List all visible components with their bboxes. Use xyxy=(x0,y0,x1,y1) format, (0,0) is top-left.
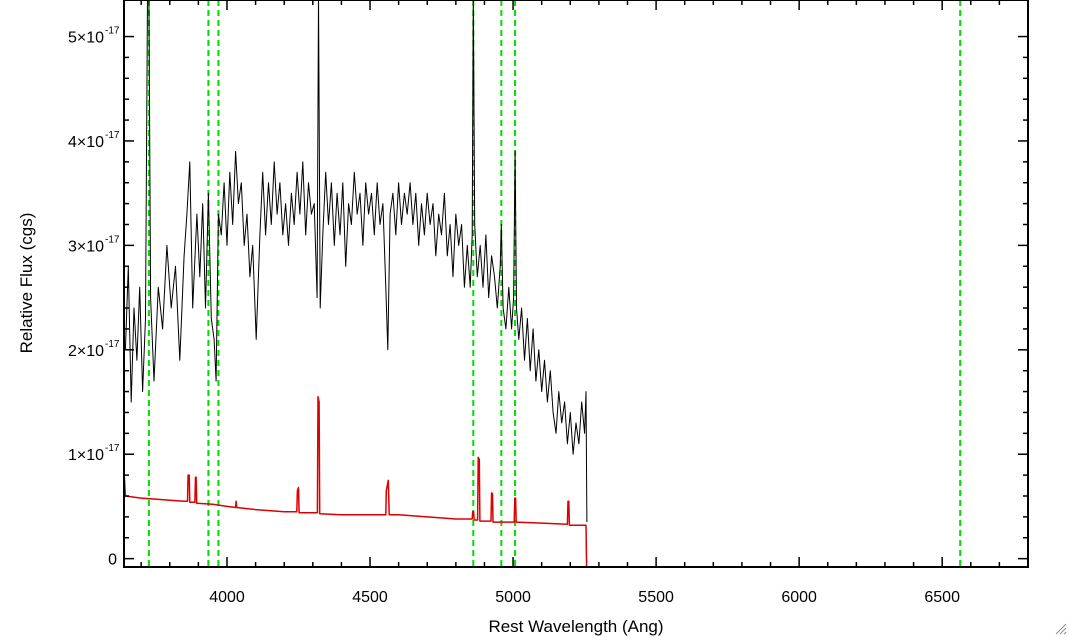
y-tick-mantissa: 4×10 xyxy=(68,134,104,151)
y-tick-label: 1×10 -17 xyxy=(68,443,120,464)
spectrum-series xyxy=(124,0,1028,567)
y-tick-mantissa: 5×10 xyxy=(68,30,104,47)
resize-grip-icon[interactable] xyxy=(1055,623,1067,635)
axis-ticks xyxy=(124,0,1029,567)
y-tick-mantissa: 0 xyxy=(108,552,117,569)
y-tick-exponent: -17 xyxy=(105,130,120,141)
y-tick-label: 5×10 -17 xyxy=(68,26,120,47)
plot-frame xyxy=(123,0,1029,568)
x-tick-label: 5500 xyxy=(638,589,674,606)
y-tick-label: 3×10 -17 xyxy=(68,234,120,255)
y-tick-exponent: -17 xyxy=(105,339,120,350)
y-tick-label: 2×10 -17 xyxy=(68,339,120,360)
y-tick-label: 0 xyxy=(108,552,117,569)
emission-line-markers xyxy=(147,0,962,567)
y-tick-label: 4×10 -17 xyxy=(68,130,120,151)
y-tick-exponent: -17 xyxy=(105,26,120,37)
y-tick-mantissa: 2×10 xyxy=(68,343,104,360)
x-tick-label: 6000 xyxy=(781,589,817,606)
x-tick-label: 5000 xyxy=(495,589,531,606)
x-axis-title: Rest Wavelength (Ang) xyxy=(488,617,663,636)
y-tick-mantissa: 3×10 xyxy=(68,238,104,255)
y-tick-exponent: -17 xyxy=(105,443,120,454)
x-tick-label: 4500 xyxy=(352,589,388,606)
x-tick-label: 6500 xyxy=(924,589,960,606)
y-axis-title: Relative Flux (cgs) xyxy=(17,213,36,354)
y-tick-mantissa: 1×10 xyxy=(68,447,104,464)
y-tick-labels: 01×10 -172×10 -173×10 -174×10 -175×10 -17 xyxy=(68,26,120,569)
series-line-2 xyxy=(124,396,1028,567)
x-tick-label: 4000 xyxy=(209,589,245,606)
x-tick-labels: 4000 4500 5000 5500 6000 6500 xyxy=(209,589,960,606)
y-tick-exponent: -17 xyxy=(105,234,120,245)
series-line-1 xyxy=(124,0,588,523)
